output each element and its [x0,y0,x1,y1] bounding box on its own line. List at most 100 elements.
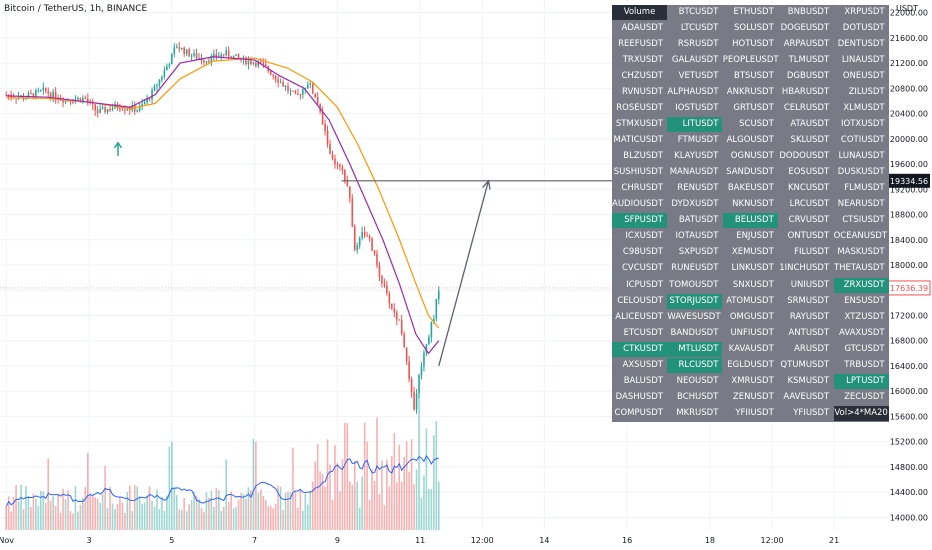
candle-body [252,62,255,64]
x-tick-label: Nov [0,536,14,545]
scanner-filter-cell: Vol>4*MA20 [833,405,889,421]
scanner-cell: DENTUSDT [837,39,885,50]
scanner-cell: BAKEUSDT [727,183,774,194]
volume-bar [368,500,371,530]
candle-body [388,293,391,304]
scanner-cell: ONEUSDT [842,71,885,82]
volume-bar [20,484,22,530]
projection-arrow-line [438,180,490,367]
volume-bar [5,506,8,530]
volume-bar [252,439,255,530]
volume-bar [141,503,143,530]
volume-bar [437,481,440,530]
candle-body [383,283,386,286]
candle-body [316,96,319,104]
candle-body [247,60,250,65]
candle-body [262,62,265,65]
volume-bar [175,495,178,530]
volume-bar [116,503,119,530]
volume-bar [17,501,20,530]
volume-bar [242,494,245,530]
volume-bar [94,497,96,530]
scanner-cell: DASHUSDT [615,391,663,402]
candle-body [311,83,314,94]
y-tick-label: 19200.00 [890,185,928,194]
scanner-cell: UNFIUSDT [730,327,774,338]
x-axis: Nov 3 5 7 9 11 12:00 14 16 18 12:00 21 [0,536,839,545]
volume-bar [57,494,59,530]
candle-body [358,237,361,246]
scanner-cell: DODOUSDT [779,151,830,162]
candle-body [64,99,67,103]
volume-bar [79,504,82,530]
candle-body [227,50,230,57]
scanner-cell: ZENUSDT [732,391,774,402]
candle-body [106,109,109,113]
candle-body [329,143,331,155]
volume-bar [269,505,272,530]
scanner-cell: GTCUSDT [844,343,885,354]
candle-body [433,318,435,323]
volume-bar [235,507,237,530]
volume-bar [240,492,242,530]
candle-body [415,393,418,410]
scanner-cell: ENJUSDT [736,231,774,242]
scanner-cell: SKLUSDT [790,135,830,146]
scanner-cell: BLZUSDT [623,151,663,162]
candle-body [381,276,383,284]
scanner-cell: LTCUSDT [680,23,719,34]
candle-body [158,79,161,86]
candle-body [344,170,346,181]
volume-bar [52,496,54,530]
candle-body [168,64,171,67]
scanner-cell: ETHUSDT [733,7,774,17]
scanner-cell: SRMUSDT [787,295,830,306]
volume-bar [420,497,423,530]
volume-bar [425,428,428,530]
scanner-cell: MKRUSDT [676,407,719,418]
scanner-cell: LITUSDT [667,117,723,133]
x-tick-label: 16 [622,536,632,545]
candle-body [331,154,334,159]
candle-body [349,186,351,199]
volume-bar [386,459,388,530]
candle-body [410,379,413,393]
volume-bar [264,499,267,530]
candle-body [37,90,40,92]
scanner-cell: THETAUSDT [833,263,885,274]
volume-bar [363,422,366,530]
candle-body [334,158,336,165]
volume-bar [213,507,215,530]
volume-bar [225,459,228,530]
candle-body [198,57,200,59]
volume-bar [371,469,373,530]
candle-body [306,84,309,89]
candle-body [126,109,129,111]
volume-bar [336,463,339,530]
scanner-cell: ZRXUSDT [833,277,889,293]
candle-body [222,54,225,56]
candle-body [292,90,294,92]
x-tick-label: 7 [252,536,257,545]
volume-bar [329,464,331,530]
scanner-cell: IOTXUSDT [841,119,885,130]
moving-averages [6,56,440,355]
volume-bar [126,492,129,530]
volume-bar [198,499,200,530]
volume-bar [398,444,401,530]
candle-body [277,79,279,83]
scanner-cell: LRCUSDT [789,199,830,210]
scanner-cell: BTSUSDT [734,71,774,82]
scanner-cell: DOGEUSDT [780,23,830,34]
candle-body [151,89,153,100]
ma-slow-line [6,57,440,329]
scanner-cell: CELRUSDT [783,103,830,114]
volume-bar [158,509,161,530]
candle-body [188,49,190,57]
scanner-cell: 1INCHUSDT [779,263,830,274]
y-tick-label: 14000.00 [890,513,928,522]
candle-body [5,94,8,96]
candle-body [373,250,376,254]
candle-body [326,130,329,144]
x-tick-label: 12:00 [760,536,783,545]
